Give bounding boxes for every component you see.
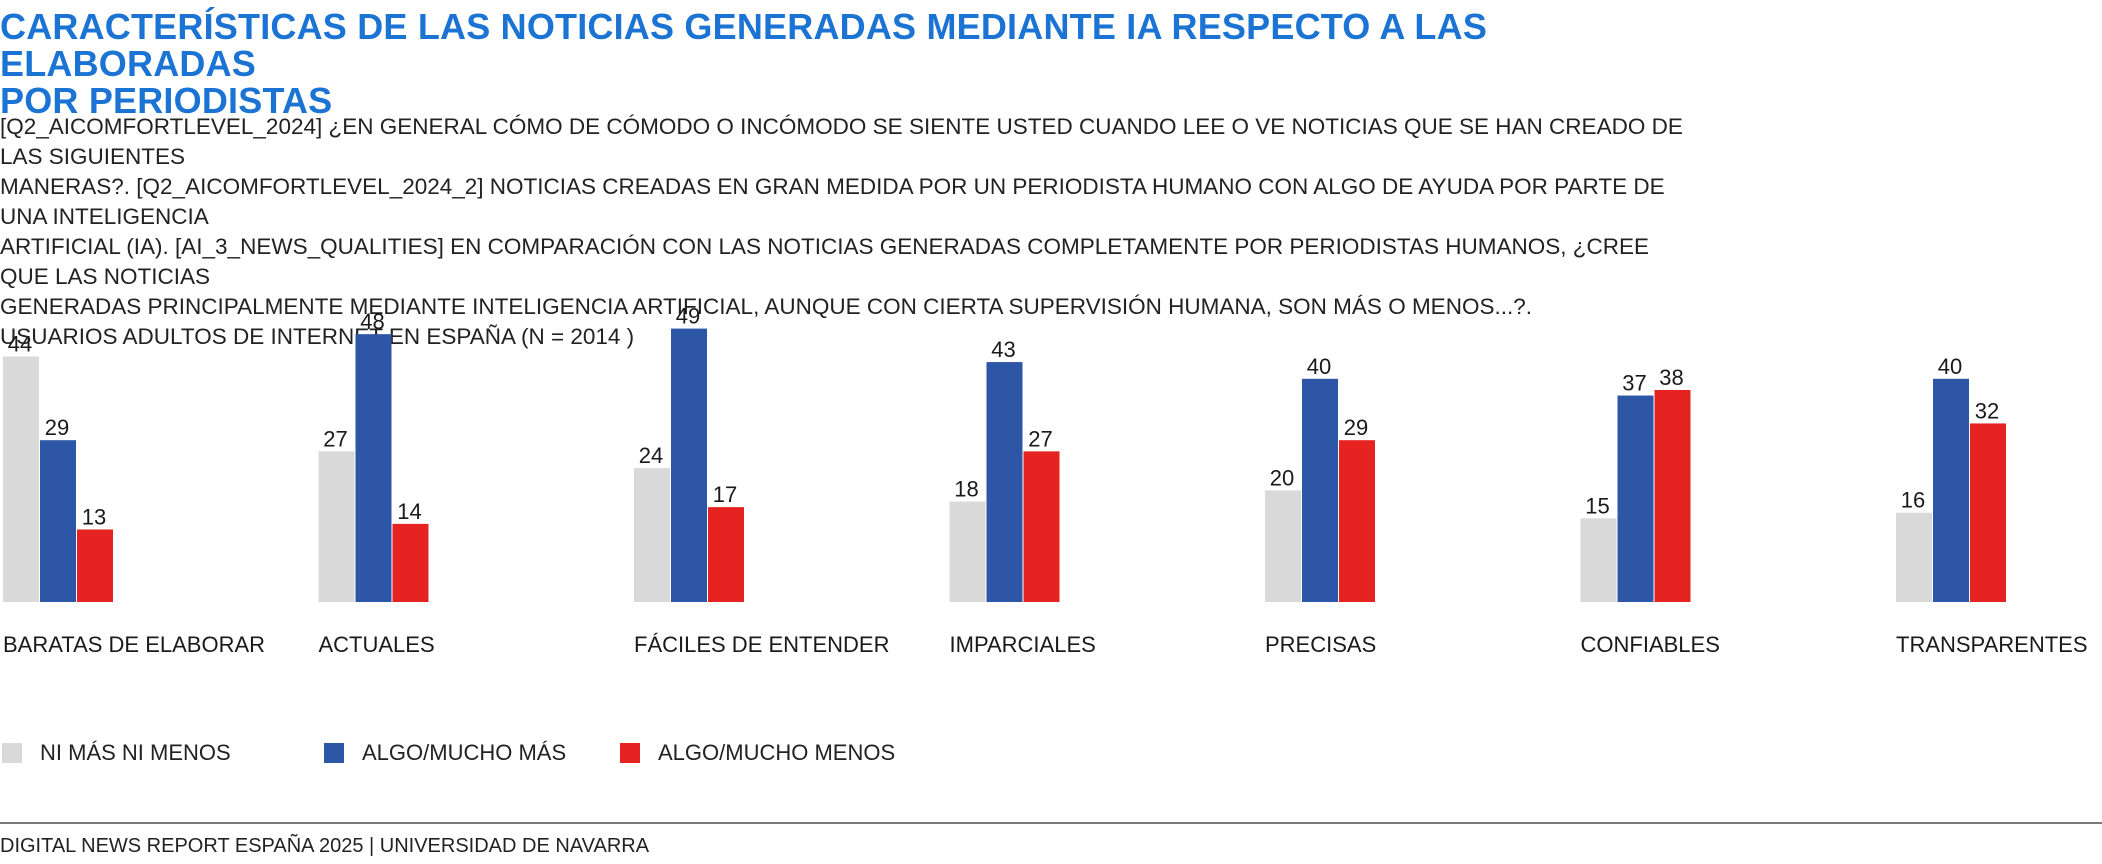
data-label: 29 (1344, 415, 1368, 440)
legend-item-ni-mas-ni-menos: NI MÁS NI MENOS (2, 741, 231, 765)
data-label: 13 (82, 504, 106, 529)
bar-algo-mucho-mas-precisas (1302, 378, 1338, 602)
chart-title: CARACTERÍSTICAS DE LAS NOTICIAS GENERADA… (0, 6, 1488, 121)
data-label: 17 (713, 482, 737, 507)
bar-algo-mucho-menos-baratas-de-elaborar (77, 529, 113, 602)
bar-ni-mas-ni-menos-actuales (318, 451, 355, 602)
data-label: 18 (954, 477, 978, 502)
bar-ni-mas-ni-menos-imparciales (949, 501, 986, 602)
category-label: TRANSPARENTES (1896, 632, 2088, 657)
bar-algo-mucho-menos-faciles-de-entender (708, 507, 744, 602)
bar-algo-mucho-mas-confiables (1617, 395, 1654, 602)
category-label: FÁCILES DE ENTENDER (634, 632, 890, 657)
bar-algo-mucho-menos-imparciales (1023, 451, 1060, 602)
category-label: PRECISAS (1265, 632, 1376, 657)
data-label: 44 (8, 331, 32, 356)
data-label: 29 (45, 415, 69, 440)
bar-algo-mucho-mas-actuales (355, 334, 392, 602)
data-label: 16 (1901, 488, 1925, 513)
bar-group-confiables: 15 37 38 CONFIABLES (1580, 365, 1720, 657)
bar-group-baratas-de-elaborar: 44 29 13 BARATAS DE ELABORAR (3, 331, 265, 657)
data-label: 37 (1622, 371, 1646, 396)
data-label: 48 (360, 309, 384, 334)
data-label: 27 (1028, 426, 1052, 451)
legend-label: ALGO/MUCHO MENOS (658, 740, 896, 765)
bar-algo-mucho-menos-transparentes (1970, 423, 2006, 602)
bar-algo-mucho-menos-actuales (392, 523, 429, 602)
legend-swatch-algo-mucho-menos (620, 743, 640, 763)
bar-algo-mucho-menos-confiables (1654, 389, 1691, 602)
legend-label: NI MÁS NI MENOS (40, 740, 231, 765)
data-label: 32 (1975, 398, 1999, 423)
category-label: BARATAS DE ELABORAR (3, 632, 265, 657)
legend-swatch-algo-mucho-mas (324, 743, 344, 763)
data-label: 43 (991, 337, 1015, 362)
data-label: 27 (323, 426, 347, 451)
data-label: 38 (1659, 365, 1683, 390)
bar-algo-mucho-menos-precisas (1339, 440, 1375, 602)
bar-group-faciles-de-entender: 24 49 17 FÁCILES DE ENTENDER (634, 304, 890, 657)
category-label: CONFIABLES (1581, 632, 1720, 657)
bar-ni-mas-ni-menos-precisas (1265, 490, 1301, 602)
bar-group-precisas: 20 40 29 PRECISAS (1265, 354, 1376, 657)
bar-ni-mas-ni-menos-confiables (1580, 518, 1617, 602)
data-label: 15 (1585, 493, 1609, 518)
bar-ni-mas-ni-menos-transparentes (1896, 512, 1932, 602)
data-label: 24 (639, 443, 663, 468)
source-note: DIGITAL NEWS REPORT ESPAÑA 2025 | UNIVER… (0, 835, 650, 857)
bar-algo-mucho-mas-transparentes (1933, 378, 1969, 602)
bar-group-actuales: 27 48 14 ACTUALES (318, 309, 435, 657)
data-label: 40 (1307, 354, 1331, 379)
bar-algo-mucho-mas-faciles-de-entender (671, 328, 707, 602)
bar-ni-mas-ni-menos-baratas-de-elaborar (3, 356, 39, 602)
data-label: 20 (1270, 465, 1294, 490)
data-label: 14 (397, 499, 421, 524)
chart-subtitle: [Q2_AICOMFORTLEVEL_2024] ¿EN GENERAL CÓM… (0, 114, 1683, 349)
data-label: 49 (676, 304, 700, 329)
bar-algo-mucho-mas-imparciales (986, 362, 1023, 602)
footer-divider (0, 822, 2102, 824)
category-label: IMPARCIALES (950, 632, 1096, 657)
bar-ni-mas-ni-menos-faciles-de-entender (634, 468, 670, 602)
bar-algo-mucho-mas-baratas-de-elaborar (40, 440, 76, 602)
legend-item-algo-mucho-menos: ALGO/MUCHO MENOS (620, 741, 895, 765)
category-label: ACTUALES (319, 632, 435, 657)
bar-group-transparentes: 16 40 32 TRANSPARENTES (1896, 354, 2088, 657)
bar-group-imparciales: 18 43 27 IMPARCIALES (949, 337, 1096, 657)
legend-swatch-ni-mas-ni-menos (2, 743, 22, 763)
legend-label: ALGO/MUCHO MÁS (362, 740, 567, 765)
data-label: 40 (1938, 354, 1962, 379)
legend-item-algo-mucho-mas: ALGO/MUCHO MÁS (324, 741, 566, 765)
